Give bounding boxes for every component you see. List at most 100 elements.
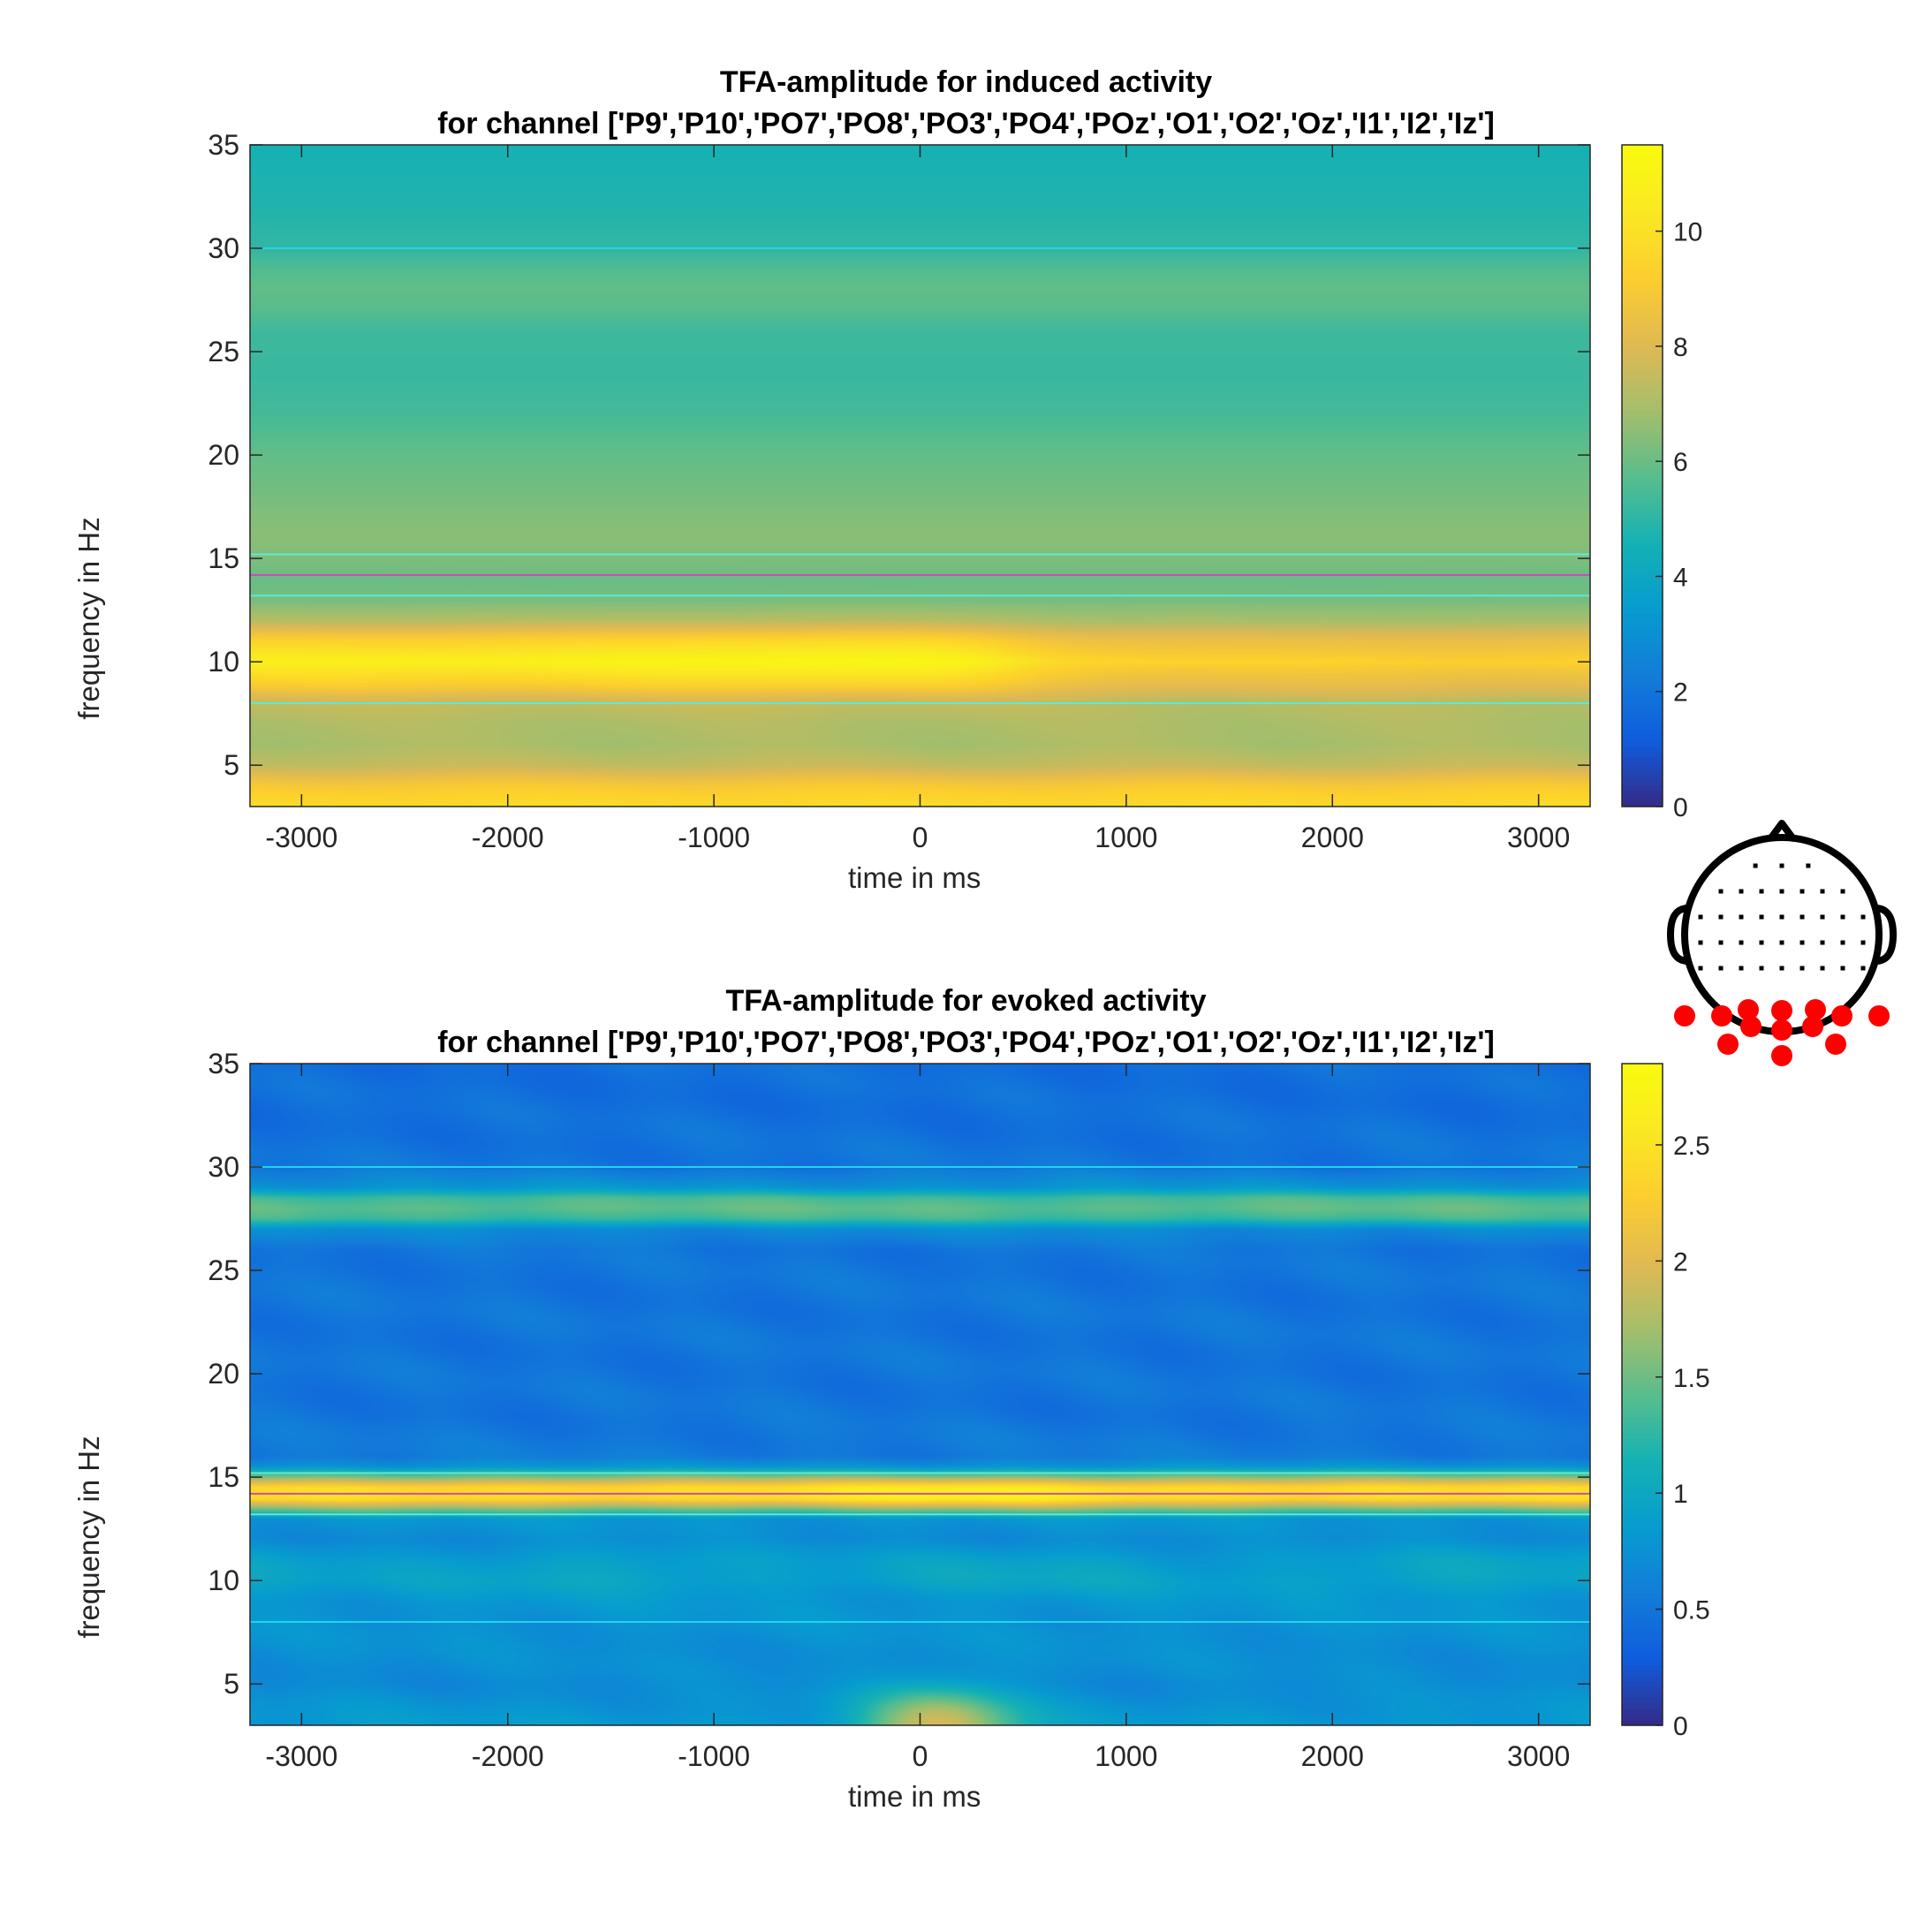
electrode-dot	[1759, 914, 1764, 920]
colorbar-segment	[1622, 348, 1663, 355]
electrode-head-map	[1666, 820, 1898, 1066]
electrode-dot	[1820, 889, 1825, 894]
colorbar-segment	[1622, 414, 1663, 421]
colorbar-segment	[1622, 398, 1663, 405]
colorbar-segment	[1622, 1085, 1663, 1092]
colorbar-segment	[1622, 1311, 1663, 1318]
colorbar-segment	[1622, 360, 1663, 367]
colorbar-segment	[1622, 1493, 1663, 1500]
electrode-dot	[1860, 914, 1866, 920]
colorbar-segment	[1622, 1625, 1663, 1633]
colorbar-segment	[1622, 1289, 1663, 1296]
colorbar-segment	[1622, 239, 1663, 245]
selected-electrode	[1802, 1016, 1823, 1037]
x-tick-label: 3000	[1507, 1740, 1570, 1772]
colorbar-segment	[1622, 1229, 1663, 1236]
colorbar-segment	[1622, 1543, 1663, 1549]
colorbar-segment	[1622, 1080, 1663, 1087]
electrode-dot	[1779, 889, 1784, 894]
colorbar-segment	[1622, 1703, 1663, 1709]
colorbar-segment	[1622, 1466, 1663, 1473]
colorbar-segment	[1622, 1102, 1663, 1109]
colorbar-segment	[1622, 586, 1663, 593]
electrode-dot	[1759, 940, 1764, 945]
colorbar-segment	[1622, 448, 1663, 455]
colorbar-segment	[1622, 1571, 1663, 1578]
colorbar-segment	[1622, 1328, 1663, 1335]
colorbar-segment	[1622, 1339, 1663, 1345]
colorbar-segment	[1622, 1719, 1663, 1726]
colorbar-segment	[1622, 1064, 1663, 1070]
colorbar-segment	[1622, 773, 1663, 780]
colorbar-segment	[1622, 326, 1663, 333]
colorbar-segment	[1622, 657, 1663, 664]
colorbar-segment	[1622, 1642, 1663, 1649]
colorbar-segment	[1622, 293, 1663, 300]
electrode-dot	[1759, 966, 1764, 971]
colorbar-segment	[1622, 1670, 1663, 1677]
colorbar-tick-label: 1	[1673, 1480, 1688, 1509]
colorbar-segment	[1622, 1195, 1663, 1202]
colorbar-segment	[1622, 707, 1663, 714]
colorbar-segment	[1622, 514, 1663, 521]
colorbar-segment	[1622, 1587, 1663, 1594]
electrode-dot	[1698, 914, 1703, 920]
electrode-dot	[1799, 966, 1805, 971]
colorbar-segment	[1622, 420, 1663, 427]
colorbar-segment	[1622, 1549, 1663, 1556]
colorbar-segment	[1622, 1697, 1663, 1704]
colorbar-segment	[1622, 1212, 1663, 1219]
evoked-panel: -3000 -2000 -1000 0 1000 2000 3000510152025303…	[208, 1048, 1709, 1772]
colorbar-segment	[1622, 751, 1663, 758]
colorbar-segment	[1622, 1477, 1663, 1483]
colorbar-segment	[1622, 1140, 1663, 1148]
colorbar-segment	[1622, 1615, 1663, 1622]
colorbar-segment	[1622, 277, 1663, 284]
colorbar-segment	[1622, 690, 1663, 697]
colorbar-segment	[1622, 1581, 1663, 1588]
selected-electrode	[1711, 1005, 1732, 1027]
electrode-dot	[1718, 940, 1724, 945]
colorbar-tick-label: 8	[1673, 333, 1688, 362]
x-tick-label: 2000	[1301, 822, 1364, 853]
x-tick-label: 3000	[1507, 822, 1570, 853]
electrode-dot	[1799, 940, 1805, 945]
evoked-xlabel: time in ms	[848, 1780, 981, 1813]
colorbar-segment	[1622, 1124, 1663, 1131]
colorbar-segment	[1622, 1207, 1663, 1214]
electrode-dot	[1840, 914, 1845, 920]
colorbar-segment	[1622, 1251, 1663, 1258]
electrode-dot	[1799, 914, 1805, 920]
colorbar-segment	[1622, 1201, 1663, 1208]
colorbar-segment	[1622, 443, 1663, 449]
colorbar-segment	[1622, 701, 1663, 708]
colorbar-segment	[1622, 564, 1663, 571]
selected-electrode	[1771, 1019, 1792, 1041]
colorbar-segment	[1622, 696, 1663, 703]
colorbar-segment	[1622, 1284, 1663, 1291]
electrode-dot	[1718, 914, 1724, 920]
electrode-dot	[1698, 966, 1703, 971]
colorbar-segment	[1622, 1482, 1663, 1489]
colorbar-segment	[1622, 756, 1663, 763]
colorbar-segment	[1622, 1504, 1663, 1512]
colorbar-segment	[1622, 1648, 1663, 1655]
colorbar-segment	[1622, 1317, 1663, 1323]
electrode-dot	[1840, 889, 1845, 894]
colorbar-segment	[1622, 1554, 1663, 1561]
colorbar-tick-label: 0.5	[1673, 1596, 1710, 1625]
colorbar-segment	[1622, 1576, 1663, 1583]
y-tick-label: 10	[208, 646, 239, 678]
colorbar-segment	[1622, 1394, 1663, 1401]
colorbar-segment	[1622, 1521, 1663, 1527]
colorbar-segment	[1622, 1527, 1663, 1534]
colorbar-segment	[1622, 1692, 1663, 1699]
x-tick-label: -1000	[678, 1740, 750, 1772]
colorbar-frame	[1621, 1063, 1663, 1726]
colorbar-segment	[1622, 547, 1663, 554]
colorbar-segment	[1622, 1455, 1663, 1461]
electrode-dot	[1759, 889, 1764, 894]
colorbar-segment	[1622, 1333, 1663, 1340]
colorbar-segment	[1622, 404, 1663, 411]
colorbar-segment	[1622, 481, 1663, 488]
